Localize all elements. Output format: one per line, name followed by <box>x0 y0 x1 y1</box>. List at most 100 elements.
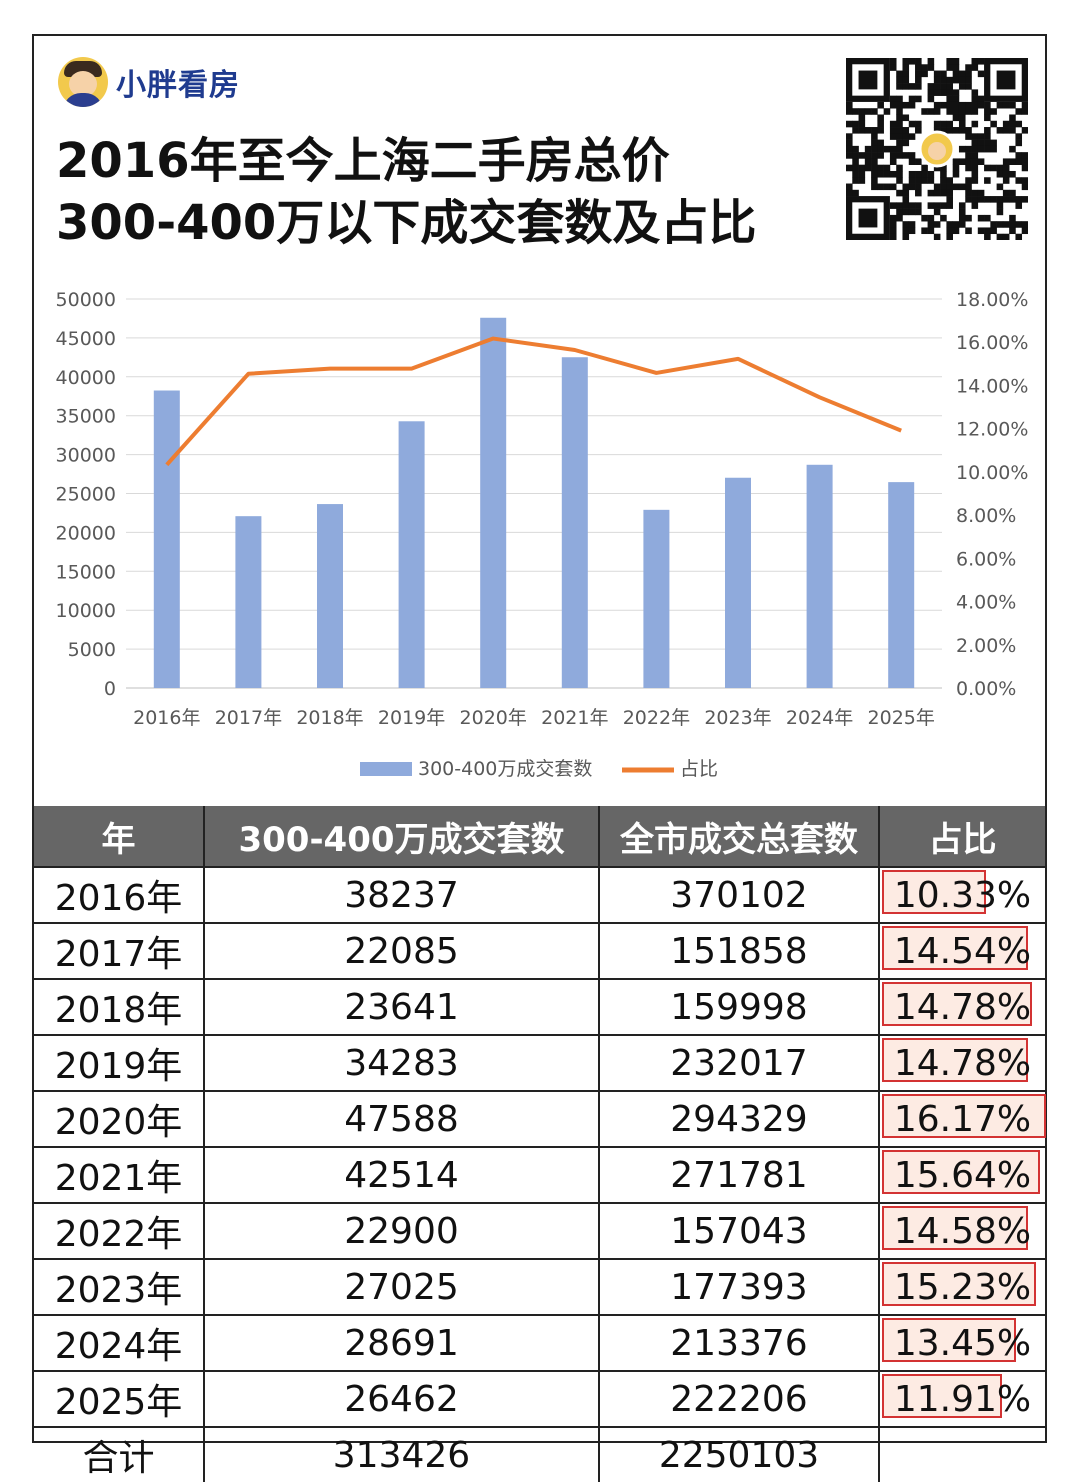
table-row: 2025年 26462 222206 11.91% <box>34 1371 1045 1428</box>
highlight-box <box>882 982 1032 1026</box>
y-tick-label: 15000 <box>56 561 116 583</box>
table-cell: 10.33% <box>879 867 1045 924</box>
table-cell: 2016年 <box>34 867 205 924</box>
table-cell: 294329 <box>599 1091 880 1148</box>
bar <box>725 477 751 688</box>
bar <box>561 357 588 688</box>
table-cell: 2021年 <box>34 1147 205 1204</box>
table-cell: 222206 <box>599 1371 880 1428</box>
y-tick-label: 25000 <box>56 484 116 506</box>
x-tick-label: 2025年 <box>868 707 935 729</box>
legend-line-label: 占比 <box>680 758 718 780</box>
y-tick-label: 5000 <box>68 639 116 661</box>
y2-tick-label: 0.00% <box>956 678 1016 700</box>
y-tick-label: 20000 <box>56 522 116 544</box>
table-cell <box>879 1427 1045 1482</box>
table-header: 年 <box>34 806 205 868</box>
bar <box>480 317 507 688</box>
table-row: 2022年 22900 157043 14.58% <box>34 1203 1045 1260</box>
x-tick-label: 2021年 <box>541 707 608 729</box>
x-tick-label: 2016年 <box>133 707 200 729</box>
table-cell: 2025年 <box>34 1371 205 1428</box>
y2-tick-label: 8.00% <box>956 505 1016 527</box>
table-header: 300-400万成交套数 <box>204 806 600 868</box>
table-cell: 14.58% <box>879 1203 1045 1260</box>
table-cell: 2018年 <box>34 979 205 1036</box>
table-cell: 34283 <box>204 1035 600 1092</box>
table-cell: 15.64% <box>879 1147 1045 1204</box>
data-table: 年 300-400万成交套数 全市成交总套数 占比 2016年 38237 370102 1… <box>34 806 1046 1482</box>
brand: 小胖看房 <box>58 54 240 110</box>
qr-code-icon <box>846 58 1028 240</box>
y2-tick-label: 10.00% <box>956 462 1028 484</box>
table-header: 全市成交总套数 <box>599 806 880 868</box>
avatar <box>58 57 108 107</box>
highlight-box <box>882 1094 1046 1138</box>
table-cell: 151858 <box>599 923 880 980</box>
legend-bar-swatch <box>360 762 412 776</box>
y-tick-label: 40000 <box>56 367 116 389</box>
table-cell: 26462 <box>204 1371 600 1428</box>
table-header: 占比 <box>879 806 1045 868</box>
bar <box>398 421 425 688</box>
x-tick-label: 2019年 <box>378 707 445 729</box>
table-cell: 13.45% <box>879 1315 1045 1372</box>
y2-tick-label: 14.00% <box>956 375 1028 397</box>
table-cell: 177393 <box>599 1259 880 1316</box>
y2-tick-label: 4.00% <box>956 592 1016 614</box>
bar <box>317 504 343 688</box>
highlight-box <box>882 1318 1016 1362</box>
x-tick-label: 2018年 <box>296 707 363 729</box>
table-cell: 15.23% <box>879 1259 1045 1316</box>
y2-tick-label: 6.00% <box>956 548 1016 570</box>
table-cell: 2250103 <box>599 1427 880 1482</box>
bar <box>235 516 262 688</box>
infographic-card: 小胖看房 2016年至今上海二手房总价 300-400万以下成交套数及占比 50… <box>32 34 1047 1482</box>
table-row: 2023年 27025 177393 15.23% <box>34 1259 1045 1316</box>
bar <box>888 482 915 688</box>
highlight-box <box>882 1374 1002 1418</box>
y2-tick-label: 18.00% <box>956 289 1028 311</box>
table-cell: 2020年 <box>34 1091 205 1148</box>
table-cell: 38237 <box>204 867 600 924</box>
table-cell: 14.78% <box>879 979 1045 1036</box>
highlight-box <box>882 870 986 914</box>
table-cell: 2019年 <box>34 1035 205 1092</box>
title-line-1: 2016年至今上海二手房总价 <box>56 133 670 189</box>
title-line-2: 300-400万以下成交套数及占比 <box>56 195 757 251</box>
table-cell: 22085 <box>204 923 600 980</box>
legend-bar-label: 300-400万成交套数 <box>418 758 592 780</box>
table-cell: 22900 <box>204 1203 600 1260</box>
x-tick-label: 2024年 <box>786 707 853 729</box>
table-cell: 313426 <box>204 1427 600 1482</box>
table-cell: 159998 <box>599 979 880 1036</box>
bar <box>153 390 180 688</box>
table-cell: 42514 <box>204 1147 600 1204</box>
highlight-box <box>882 926 1028 970</box>
bar <box>806 464 833 688</box>
line-series <box>165 336 902 467</box>
table-cell: 370102 <box>599 867 880 924</box>
table-row: 2018年 23641 159998 14.78% <box>34 979 1045 1036</box>
table-cell: 14.54% <box>879 923 1045 980</box>
table-cell: 213376 <box>599 1315 880 1372</box>
table-cell: 14.78% <box>879 1035 1045 1092</box>
x-tick-label: 2020年 <box>460 707 527 729</box>
x-tick-label: 2023年 <box>704 707 771 729</box>
table-cell: 27025 <box>204 1259 600 1316</box>
highlight-box <box>882 1206 1028 1250</box>
y-tick-label: 10000 <box>56 600 116 622</box>
table-row: 2017年 22085 151858 14.54% <box>34 923 1045 980</box>
y2-tick-label: 2.00% <box>956 635 1016 657</box>
table-cell: 2017年 <box>34 923 205 980</box>
table-cell: 232017 <box>599 1035 880 1092</box>
table-row: 2020年 47588 294329 16.17% <box>34 1091 1046 1148</box>
table-cell: 28691 <box>204 1315 600 1372</box>
highlight-box <box>882 1262 1036 1306</box>
table-row: 2024年 28691 213376 13.45% <box>34 1315 1045 1372</box>
table-cell: 11.91% <box>879 1371 1045 1428</box>
brand-name: 小胖看房 <box>116 68 240 103</box>
page-title: 2016年至今上海二手房总价 300-400万以下成交套数及占比 <box>56 130 756 254</box>
highlight-box <box>882 1038 1028 1082</box>
x-tick-label: 2017年 <box>215 707 282 729</box>
